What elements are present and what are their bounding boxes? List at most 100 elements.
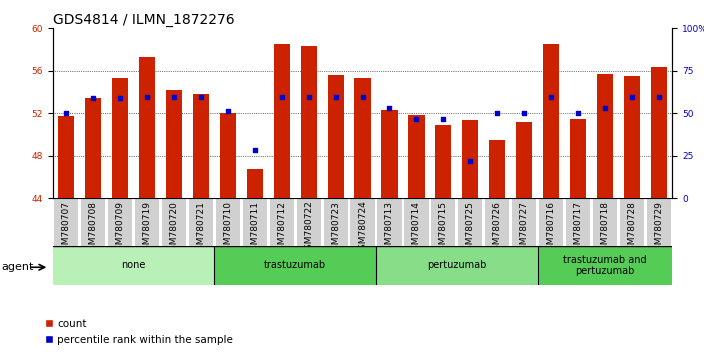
Text: GSM780710: GSM780710 (223, 201, 232, 256)
Bar (489, 140, 505, 198)
Text: GSM780728: GSM780728 (627, 201, 636, 256)
Text: pertuzumab: pertuzumab (427, 261, 486, 270)
Text: GSM780724: GSM780724 (358, 201, 367, 255)
Bar (166, 90, 182, 198)
Bar (139, 57, 155, 198)
Bar (647, 198, 671, 246)
Bar (274, 44, 290, 198)
Text: GSM780708: GSM780708 (89, 201, 98, 256)
Point (276, 95, 287, 100)
Bar (512, 198, 536, 246)
Bar (54, 198, 78, 246)
Bar (301, 46, 317, 198)
Bar (81, 198, 106, 246)
Bar (435, 125, 451, 198)
Text: GSM780722: GSM780722 (304, 201, 313, 255)
Bar (650, 67, 667, 198)
Point (142, 95, 153, 100)
Bar (516, 122, 532, 198)
Bar (162, 198, 186, 246)
Text: GSM780711: GSM780711 (251, 201, 259, 256)
Text: GSM780727: GSM780727 (520, 201, 529, 256)
Text: GSM780729: GSM780729 (654, 201, 663, 256)
Text: GSM780713: GSM780713 (385, 201, 394, 256)
Bar (404, 198, 429, 246)
Bar (85, 98, 101, 198)
Bar (215, 198, 240, 246)
Text: GDS4814 / ILMN_1872276: GDS4814 / ILMN_1872276 (53, 13, 234, 27)
Text: none: none (121, 261, 146, 270)
Bar (597, 74, 613, 198)
Bar (58, 116, 75, 198)
Point (61, 110, 72, 116)
Point (222, 108, 234, 114)
Bar (458, 198, 482, 246)
Text: GSM780712: GSM780712 (277, 201, 287, 256)
Point (115, 96, 126, 101)
Point (87, 96, 99, 101)
Bar (382, 110, 398, 198)
Point (384, 105, 395, 111)
Text: trastuzumab and
pertuzumab: trastuzumab and pertuzumab (563, 255, 647, 276)
Text: GSM780714: GSM780714 (412, 201, 421, 256)
Text: GSM780709: GSM780709 (115, 201, 125, 256)
Text: GSM780715: GSM780715 (439, 201, 448, 256)
Text: GSM780720: GSM780720 (170, 201, 179, 256)
Bar (485, 198, 510, 246)
Text: GSM780718: GSM780718 (601, 201, 610, 256)
Text: GSM780719: GSM780719 (143, 201, 151, 256)
Text: agent: agent (1, 262, 34, 272)
Text: GSM780723: GSM780723 (331, 201, 340, 256)
Bar (543, 44, 559, 198)
Point (653, 95, 665, 100)
Bar (215, 246, 376, 285)
Point (195, 95, 206, 100)
Point (357, 95, 368, 100)
Bar (220, 113, 236, 198)
Bar (243, 198, 267, 246)
Point (627, 95, 638, 100)
Bar (593, 198, 617, 246)
Bar (539, 198, 563, 246)
Bar (376, 246, 538, 285)
Bar (432, 198, 455, 246)
Point (546, 95, 557, 100)
Bar (189, 198, 213, 246)
Bar (351, 198, 375, 246)
Point (303, 95, 314, 100)
Bar (296, 198, 321, 246)
Bar (327, 75, 344, 198)
Point (519, 110, 530, 116)
Bar (53, 246, 215, 285)
Text: GSM780716: GSM780716 (546, 201, 555, 256)
Bar (108, 198, 132, 246)
Text: GSM780725: GSM780725 (466, 201, 474, 256)
Bar (624, 76, 640, 198)
Point (438, 116, 449, 121)
Bar (566, 198, 590, 246)
Point (168, 95, 180, 100)
Bar (135, 198, 159, 246)
Legend: count, percentile rank within the sample: count, percentile rank within the sample (40, 315, 237, 349)
Bar (377, 198, 401, 246)
Point (572, 110, 584, 116)
Text: GSM780717: GSM780717 (574, 201, 582, 256)
Bar (408, 115, 425, 198)
Point (599, 105, 610, 111)
Bar (463, 120, 479, 198)
Text: GSM780707: GSM780707 (62, 201, 71, 256)
Bar (193, 94, 209, 198)
Bar (246, 169, 263, 198)
Bar (570, 119, 586, 198)
Point (330, 95, 341, 100)
Bar (270, 198, 294, 246)
Bar (112, 78, 128, 198)
Text: trastuzumab: trastuzumab (264, 261, 326, 270)
Bar (355, 78, 370, 198)
Bar (538, 246, 672, 285)
Bar (324, 198, 348, 246)
Point (411, 116, 422, 121)
Point (465, 158, 476, 164)
Bar (620, 198, 644, 246)
Point (491, 110, 503, 116)
